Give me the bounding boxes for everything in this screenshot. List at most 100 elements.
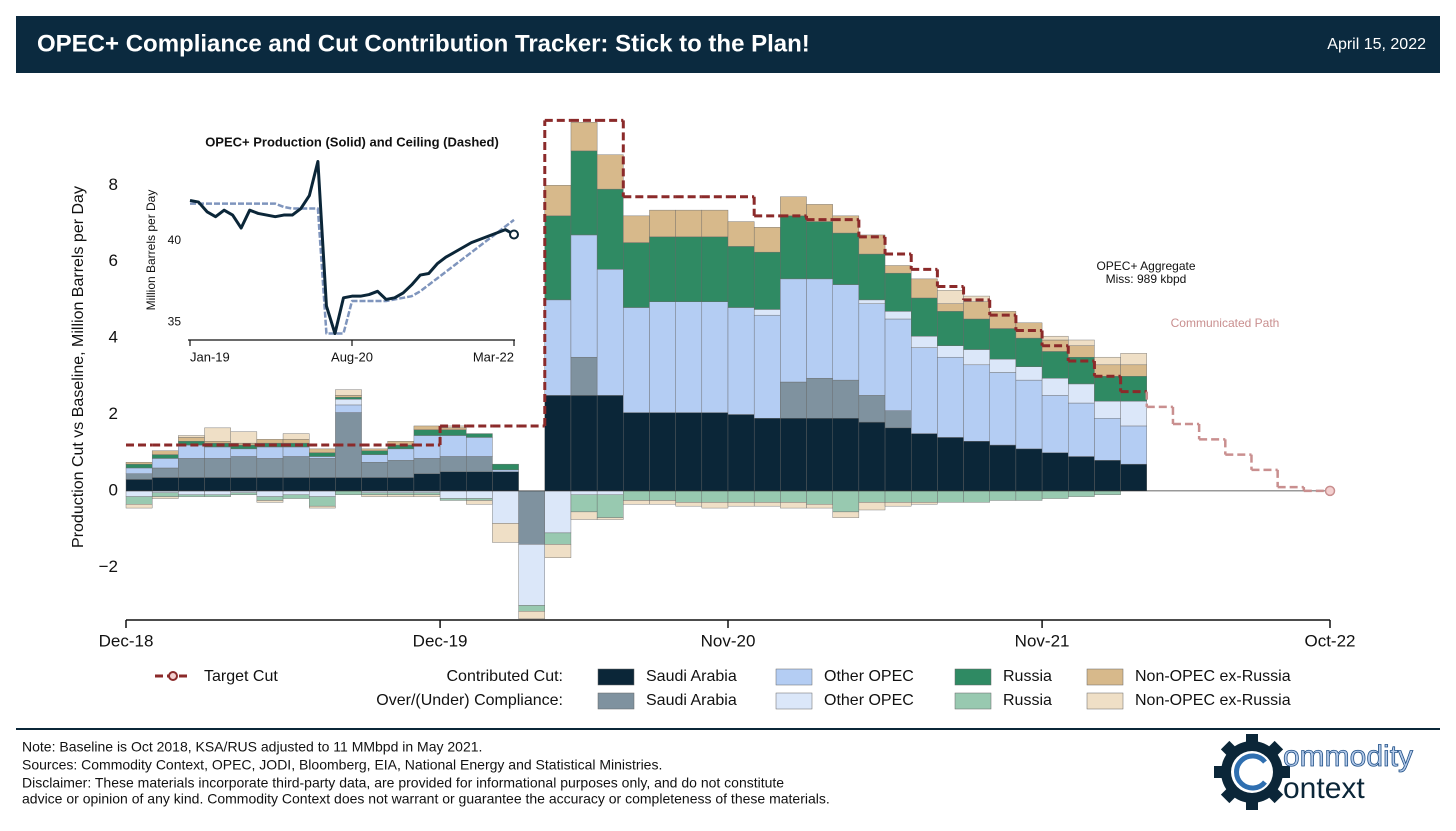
bar-segment xyxy=(204,427,231,442)
bar-segment xyxy=(1015,337,1043,367)
bar-segment xyxy=(439,429,467,436)
bar-segment xyxy=(361,494,388,497)
inset-y-label: Million Barrels per Day xyxy=(144,190,158,311)
legend-label: Other OPEC xyxy=(824,692,914,709)
bar-segment xyxy=(911,433,938,492)
bar-segment xyxy=(466,500,493,505)
bar-segment xyxy=(439,498,467,501)
legend-swatch xyxy=(597,692,635,710)
bar-segment xyxy=(753,490,781,503)
x-tick-label: Dec-19 xyxy=(413,631,468,650)
bar-segment xyxy=(466,490,493,499)
bar-segment xyxy=(701,490,729,503)
bar-segment xyxy=(806,490,833,505)
legend-swatch xyxy=(168,671,178,681)
bar-segment xyxy=(178,435,205,438)
bar-segment xyxy=(989,372,1017,446)
annotation: OPEC+ Aggregate xyxy=(1096,259,1195,273)
bar-segment xyxy=(413,425,441,430)
bar-segment xyxy=(780,278,807,383)
bar-segment xyxy=(753,251,781,310)
bar-segment xyxy=(1041,395,1069,453)
bar-segment xyxy=(570,511,598,520)
bar-segment xyxy=(1041,452,1069,492)
footer-note: Note: Baseline is Oct 2018, KSA/RUS adju… xyxy=(22,739,482,755)
bar-segment xyxy=(937,356,964,438)
bar-segment xyxy=(204,490,231,495)
bar-segment xyxy=(832,232,860,285)
bar-segment xyxy=(649,236,676,302)
bar-segment xyxy=(204,477,231,492)
bar-segment xyxy=(1120,463,1147,492)
bar-segment xyxy=(439,456,467,472)
bar-segment xyxy=(701,301,729,413)
bar-segment xyxy=(413,435,441,459)
bar-segment xyxy=(335,395,362,398)
footer-note: Sources: Commodity Context, OPEC, JODI, … xyxy=(22,757,662,773)
bar-segment xyxy=(623,242,650,308)
page-title: OPEC+ Compliance and Cut Contribution Tr… xyxy=(37,30,810,57)
bar-segment xyxy=(570,150,598,236)
bar-segment xyxy=(387,460,415,478)
bar-segment xyxy=(806,504,833,509)
path-end-marker xyxy=(1324,485,1336,497)
bar-segment xyxy=(623,500,650,505)
production-end-marker xyxy=(509,229,519,240)
bar-segment xyxy=(780,418,807,492)
bar-segment xyxy=(1094,356,1121,366)
bar-segment xyxy=(544,490,572,534)
bar-segment xyxy=(832,379,860,419)
bar-segment xyxy=(256,496,284,501)
bar-segment xyxy=(309,456,336,459)
bar-segment xyxy=(518,611,545,620)
y-tick-label: 8 xyxy=(109,175,118,194)
bar-segment xyxy=(937,311,964,346)
bar-segment xyxy=(151,492,179,497)
bar-segment xyxy=(544,215,572,301)
bar-segment xyxy=(1120,376,1147,402)
bar-segment xyxy=(178,494,205,497)
bar-segment xyxy=(649,209,676,238)
bar-segment xyxy=(596,188,624,270)
bar-segment xyxy=(151,458,179,469)
bar-segment xyxy=(649,490,676,501)
bar-segment xyxy=(413,429,441,436)
legend-swatch xyxy=(954,692,992,710)
legend-swatch xyxy=(775,692,813,710)
logo-text: ommodity xyxy=(1283,740,1413,773)
bar-segment xyxy=(1094,364,1121,377)
bar-segment xyxy=(413,458,441,474)
bar-segment xyxy=(492,523,519,543)
inset-y-tick-label: 35 xyxy=(168,314,182,328)
bar-segment xyxy=(780,381,807,419)
bar-segment xyxy=(884,318,912,411)
legend-label: Saudi Arabia xyxy=(646,692,737,709)
bar-segment xyxy=(858,490,886,503)
bar-segment xyxy=(1068,456,1095,492)
bar-segment xyxy=(282,439,310,444)
bar-segment xyxy=(780,502,807,509)
bar-segment xyxy=(361,454,388,463)
bar-segment xyxy=(1120,425,1147,465)
bar-segment xyxy=(230,456,258,478)
production-line xyxy=(189,159,515,336)
bar-segment xyxy=(466,471,493,492)
legend-swatch xyxy=(1086,668,1124,686)
bar-segment xyxy=(151,454,179,459)
bar-segment xyxy=(256,439,284,444)
bar-segment xyxy=(361,462,388,478)
logo-text: ontext xyxy=(1283,772,1365,805)
bar-segment xyxy=(596,395,624,492)
logo-gear xyxy=(1214,734,1290,810)
bar-segment xyxy=(178,437,205,442)
bar-segment xyxy=(623,490,650,501)
bar-segment xyxy=(466,433,493,438)
bar-segment xyxy=(727,307,755,415)
bar-segment xyxy=(884,490,912,503)
bar-segment xyxy=(282,490,310,495)
bar-segment xyxy=(544,299,572,396)
bar-segment xyxy=(1068,345,1095,358)
bar-segment xyxy=(282,433,310,440)
bar-segment xyxy=(753,502,781,507)
bar-segment xyxy=(1015,448,1043,492)
